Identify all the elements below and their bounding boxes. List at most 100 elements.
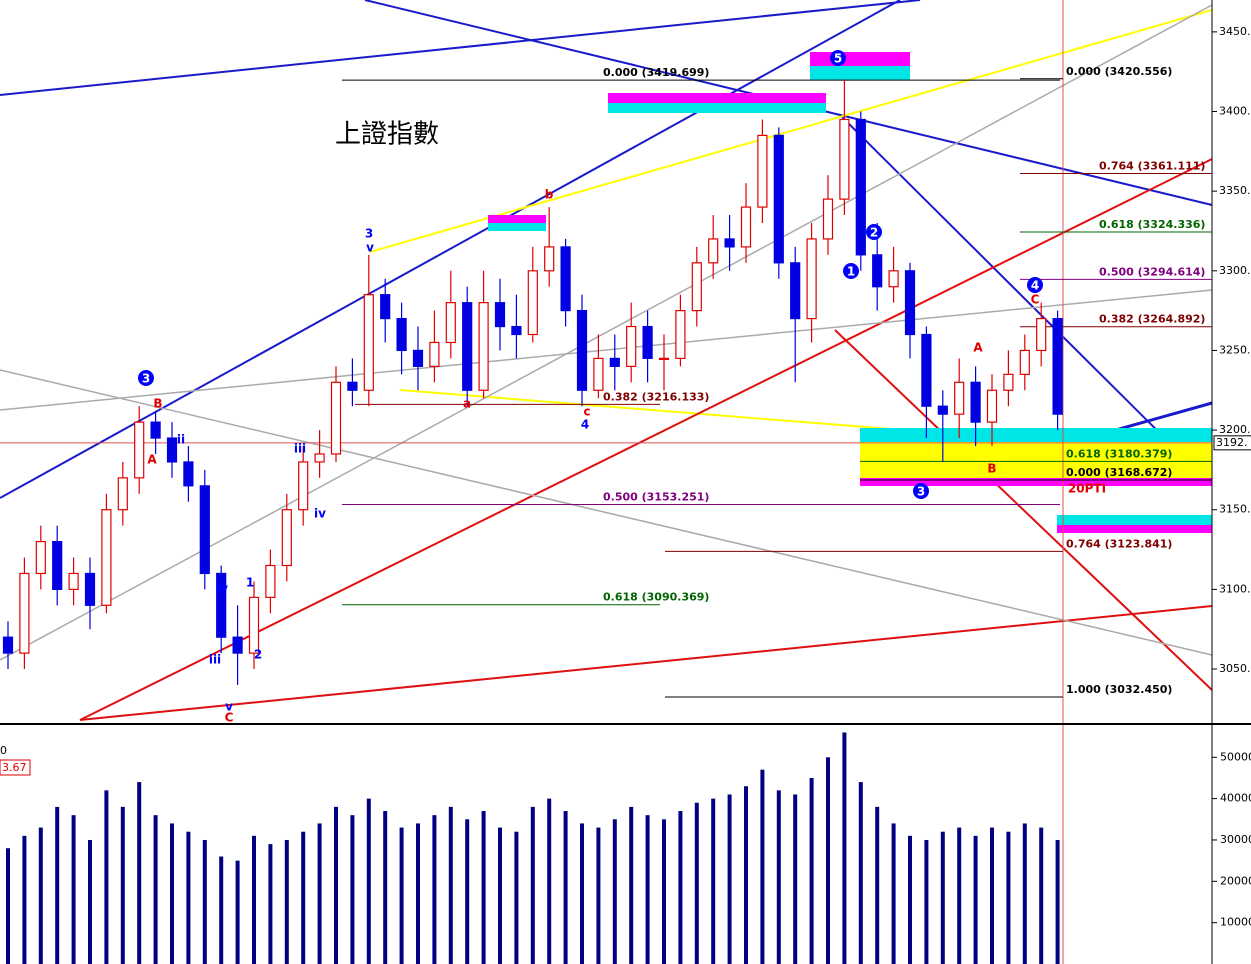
volume-bar [711,798,716,964]
fib-label: 0.500 (3294.614) [1099,265,1205,278]
candle-body [855,118,866,256]
volume-bar [891,823,896,964]
candle-body [412,349,424,367]
candle-body [740,206,752,248]
candle-body [52,540,63,590]
volume-bar [629,806,634,964]
candle-body [773,134,784,264]
candle-body [232,636,243,654]
volume-tick-label: 10000 [1220,916,1251,929]
volume-bar [1022,823,1027,964]
wave-label: 1 [847,265,855,279]
volume-bar [514,831,519,964]
wave-label: v [225,700,233,714]
y-tick-label: 3250. [1219,343,1251,356]
candle-body [330,381,342,455]
volume-bar [137,782,142,964]
fib-label: 1.000 (3032.450) [1066,683,1172,696]
fib-label: 0.000 (3168.672) [1066,466,1172,479]
candle-body [265,564,276,598]
candle-body [937,405,948,415]
volume-bar [580,823,584,964]
y-tick-label: 3050. [1219,662,1251,675]
candle-body [216,572,227,638]
fib-label: 0.382 (3216.133) [603,390,709,403]
volume-bar [334,806,338,964]
wave-label: A [147,453,157,467]
wave-marker [913,483,929,499]
wave-label: B [987,462,996,476]
candle-body [544,246,555,272]
volume-bar [990,827,994,964]
volume-bar [678,811,683,964]
fib-label: 0.618 (3090.369) [603,591,709,604]
volume-bar [530,806,535,964]
candle-body [363,294,374,391]
wave-marker [843,263,859,279]
chart-title: 上證指數 [335,120,439,150]
volume-bar [612,819,617,964]
wave-label: 4 [1031,279,1039,293]
candle-body [35,540,46,575]
candle-body [986,389,998,423]
wave-label: a [463,397,471,411]
candle-body [494,302,506,328]
wave-label: C [225,711,234,725]
volume-bar [596,827,601,964]
candle-body [298,461,309,511]
volume-bar [940,831,945,964]
wave-label: B [153,397,162,411]
volume-bar [481,811,486,964]
candle-body [593,357,604,391]
wave-label: iii [209,653,221,667]
wave-label: c [583,405,590,419]
volume-bar [1006,831,1011,964]
candle-body [626,325,637,367]
candle-body [790,262,801,320]
candle-body [560,246,571,312]
volume-bar [235,860,240,964]
candle-body [478,302,489,391]
candle-body [150,421,161,439]
y-tick-label: 3300. [1219,264,1251,277]
volume-bar [662,819,666,964]
volume-bar [55,806,60,964]
fib-label: 0.764 (3361.111) [1099,159,1205,172]
candle-body [970,381,981,423]
candle-body [642,325,653,360]
wave-label: ii [177,433,185,447]
candle-body [724,238,735,248]
y-tick-label: 3100. [1219,582,1251,595]
volume-bar [170,823,174,964]
volume-bar [153,815,158,964]
candle-body [904,270,916,336]
volume-bar [71,815,76,964]
candle-body [396,317,407,352]
candle-body [347,381,358,391]
candle-body [281,509,292,567]
candle-body [757,134,768,208]
wave-label: 3 [365,227,373,241]
volume-bar [252,835,256,964]
candle-body [888,270,899,288]
y-tick-label: 3150. [1219,503,1251,516]
candle-body [691,262,702,312]
candle-body [84,572,96,606]
candle-body [380,294,391,320]
candle-body [101,509,112,606]
volume-tick-label: 20000 [1220,874,1251,887]
volume-bar [1055,839,1060,964]
volume-bar [793,794,798,964]
candle-body [708,238,719,264]
wave-label: v [366,241,374,255]
wave-marker [1027,277,1043,293]
volume-bar [6,848,10,964]
volume-bar [842,732,847,964]
volume-bar [432,815,437,964]
volume-bar [694,802,699,964]
trendlines [0,0,1213,964]
candle-body [872,254,883,288]
volume-legend: 0 [0,744,7,757]
fib-label: 0.382 (3264.892) [1099,313,1205,326]
